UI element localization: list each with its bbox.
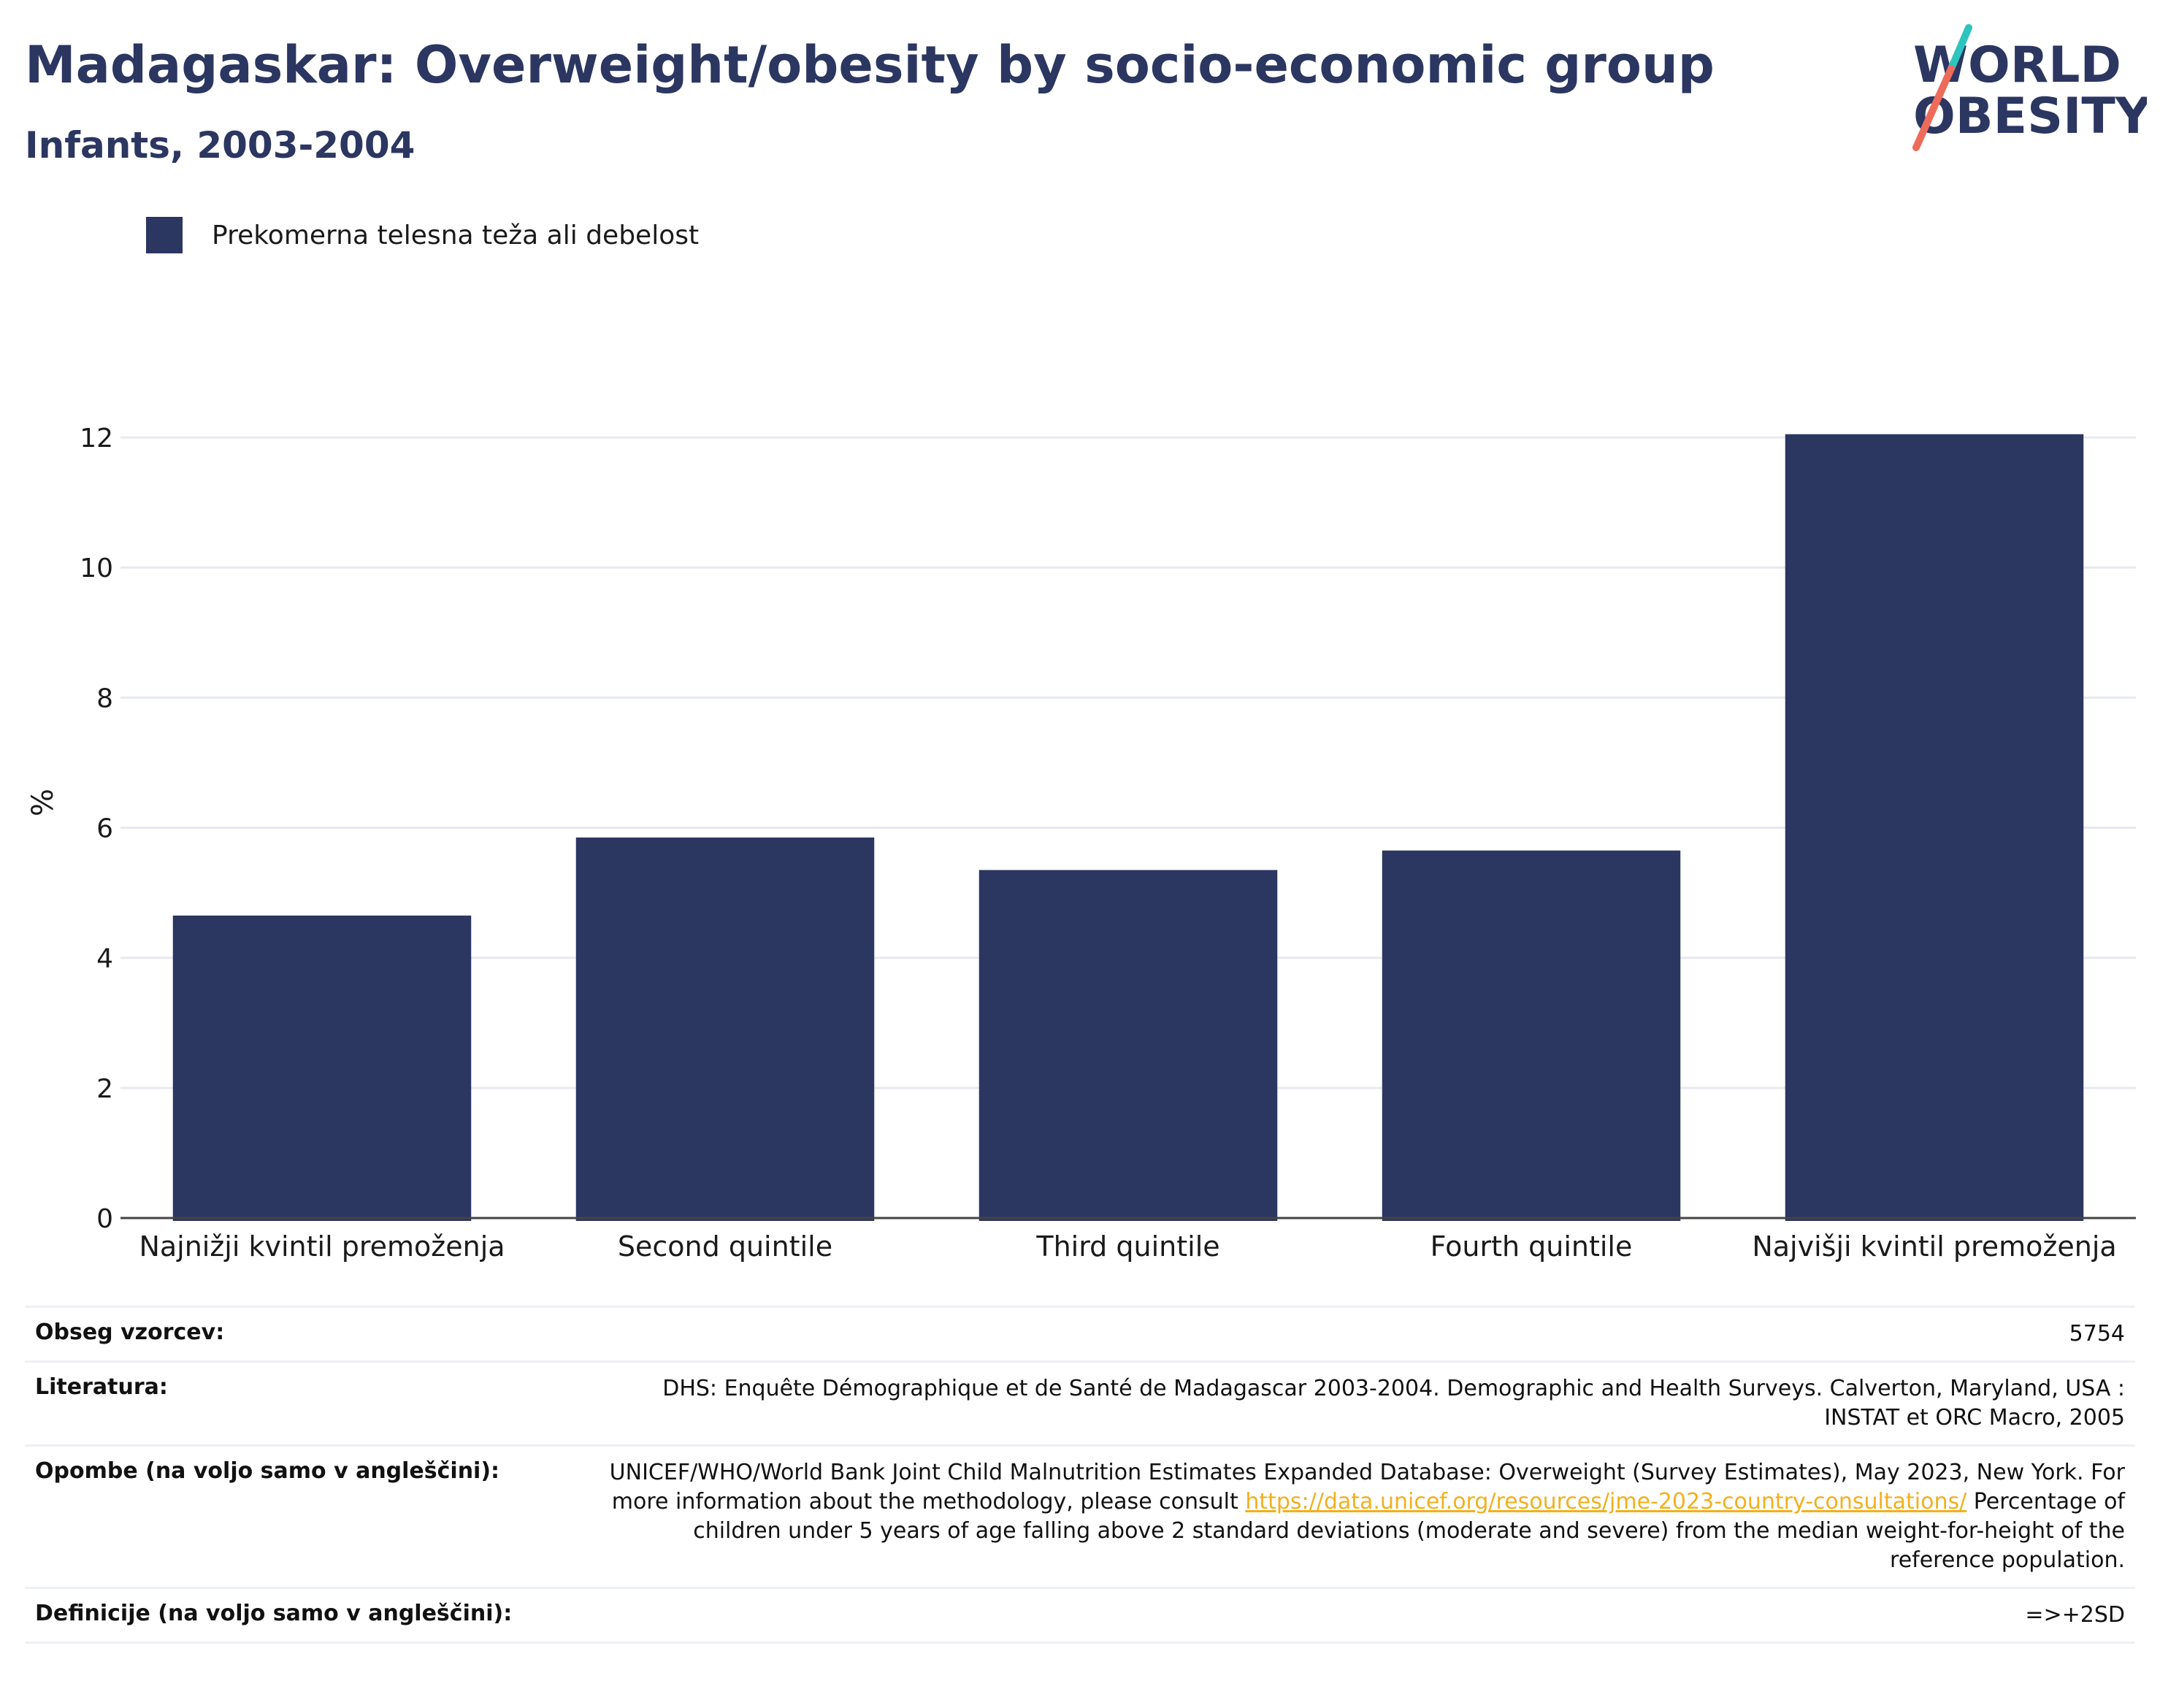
x-tick-label: Second quintile	[618, 1230, 832, 1263]
notes-text-2: Percentage of children under 5 years of …	[693, 1489, 2125, 1573]
info-row-definitions: Definicije (na voljo samo v angleščini):…	[25, 1587, 2135, 1644]
chart-title: Madagaskar: Overweight/obesity by socio-…	[25, 35, 1715, 95]
legend: Prekomerna telesna teža ali debelost	[146, 216, 699, 254]
world-obesity-logo: WORLD OBESITY	[1912, 24, 2147, 151]
y-axis-label: %	[26, 789, 60, 816]
definitions-label: Definicije (na voljo samo v angleščini):	[35, 1601, 513, 1626]
legend-label: Prekomerna telesna teža ali debelost	[212, 220, 700, 250]
info-row-notes: Opombe (na voljo samo v angleščini): UNI…	[25, 1444, 2135, 1587]
x-labels: Najnižji kvintil premoženja Second quinti…	[139, 1230, 2116, 1263]
literature-value: DHS: Enquête Démographique et de Santé d…	[662, 1376, 2125, 1431]
bar-chart: 0 2 4 6 8 10 12 Najnižji kvintil premoženja Sec…	[26, 424, 2136, 1263]
y-tick-label: 8	[96, 683, 113, 713]
bar[interactable]	[575, 837, 875, 1221]
notes-link[interactable]: https://data.unicef.org/resources/jme-20…	[1245, 1489, 1967, 1514]
y-tick-label: 10	[80, 554, 113, 583]
bar[interactable]	[1382, 850, 1681, 1221]
x-tick-label: Najvišji kvintil premoženja	[1752, 1230, 2116, 1263]
info-row-sample: Obseg vzorcev: 5754	[25, 1306, 2135, 1360]
bar[interactable]	[1785, 434, 2084, 1221]
y-tick-label: 0	[96, 1204, 113, 1234]
legend-swatch	[146, 217, 183, 253]
notes-value: UNICEF/WHO/World Bank Joint Child Malnut…	[606, 1458, 2125, 1575]
y-ticks: 0 2 4 6 8 10 12	[80, 424, 113, 1234]
definitions-value: =>+2SD	[2025, 1602, 2125, 1628]
bar[interactable]	[978, 870, 1278, 1221]
chart-subtitle: Infants, 2003-2004	[25, 124, 415, 166]
sample-value: 5754	[2069, 1321, 2125, 1347]
logo-teal-slash	[1948, 24, 1972, 72]
x-tick-label: Najnižji kvintil premoženja	[139, 1230, 505, 1263]
sample-label: Obseg vzorcev:	[35, 1320, 225, 1345]
y-tick-label: 2	[96, 1074, 113, 1104]
bars	[172, 434, 2084, 1221]
logo-line-2: OBESITY	[1913, 88, 2147, 145]
info-table: Obseg vzorcev: 5754 Literatura: DHS: Enq…	[25, 1306, 2135, 1644]
notes-text-1: UNICEF/WHO/World Bank Joint Child Malnut…	[609, 1460, 2125, 1514]
logo-red-slash	[1912, 65, 1955, 151]
x-tick-label: Fourth quintile	[1431, 1230, 1633, 1263]
x-tick-label: Third quintile	[1035, 1230, 1219, 1263]
info-row-literature: Literatura: DHS: Enquête Démographique e…	[25, 1360, 2135, 1444]
y-tick-label: 6	[96, 814, 113, 844]
literature-label: Literatura:	[35, 1374, 168, 1400]
bar[interactable]	[172, 915, 472, 1221]
y-tick-label: 12	[80, 424, 113, 453]
notes-label: Opombe (na voljo samo v angleščini):	[35, 1458, 500, 1484]
y-tick-label: 4	[96, 944, 113, 974]
